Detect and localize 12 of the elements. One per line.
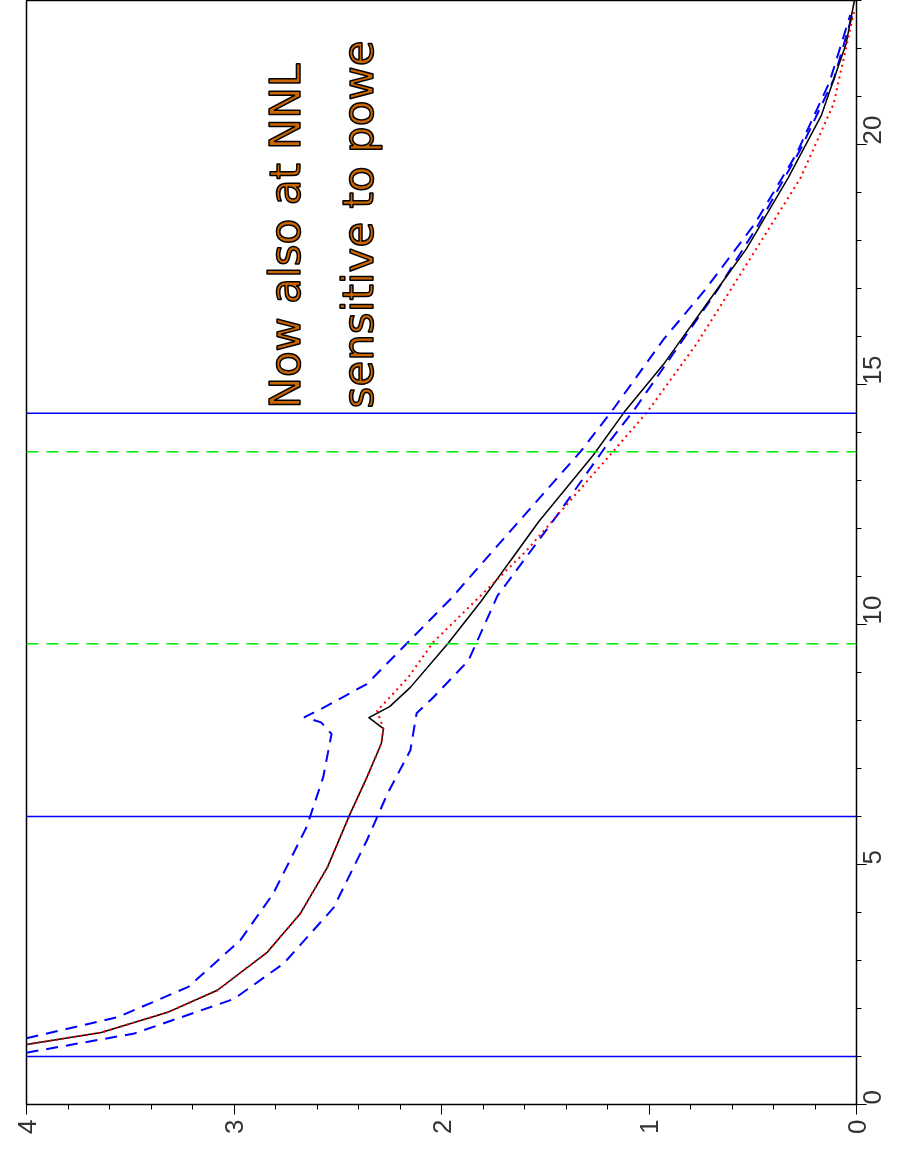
annotation: Now also at NNL (261, 62, 311, 409)
y-tick-label: 20 (856, 115, 887, 145)
y-tick-label: 5 (856, 850, 887, 865)
x-tick-label: 3 (219, 1119, 249, 1134)
x-tick-label: 4 (11, 1119, 42, 1134)
x-tick-label: 2 (426, 1119, 457, 1134)
x-tick-label: 0 (841, 1119, 872, 1134)
annotation: sensitive to powe (334, 40, 383, 409)
x-tick-label: 1 (634, 1119, 664, 1134)
y-tick-label: 15 (856, 355, 887, 385)
y-tick-label: 0 (856, 1090, 887, 1105)
y-tick-label: 10 (856, 595, 887, 625)
